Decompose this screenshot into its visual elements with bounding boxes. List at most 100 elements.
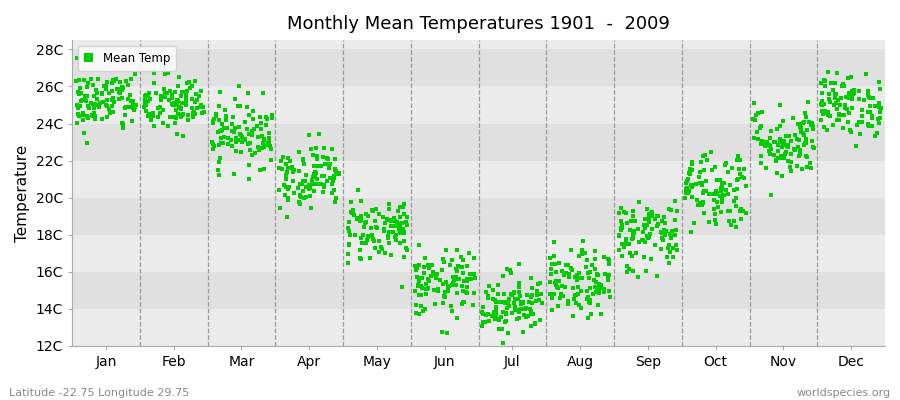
- Point: [341, 240, 356, 247]
- Point: [590, 286, 604, 292]
- Point: [526, 310, 540, 317]
- Point: [320, 161, 335, 168]
- Point: [100, 79, 114, 86]
- Point: [555, 283, 570, 289]
- Point: [358, 240, 373, 246]
- Point: [341, 251, 356, 257]
- Point: [665, 254, 680, 260]
- Point: [662, 242, 676, 248]
- Point: [353, 246, 367, 253]
- Point: [558, 262, 572, 268]
- Point: [126, 105, 140, 111]
- Point: [72, 90, 86, 97]
- Point: [283, 158, 297, 164]
- Point: [490, 299, 504, 306]
- Point: [781, 157, 796, 164]
- Point: [626, 208, 640, 215]
- Point: [753, 123, 768, 130]
- Point: [640, 206, 654, 212]
- Point: [770, 142, 785, 148]
- Point: [239, 126, 254, 132]
- Point: [855, 107, 869, 113]
- Point: [372, 238, 386, 244]
- Point: [590, 285, 604, 291]
- Point: [475, 322, 490, 329]
- Point: [122, 95, 136, 102]
- Point: [194, 102, 209, 108]
- Point: [709, 221, 724, 227]
- Point: [328, 169, 343, 175]
- Point: [85, 112, 99, 118]
- Point: [302, 192, 317, 199]
- Point: [310, 156, 324, 162]
- Point: [590, 271, 604, 278]
- Point: [798, 135, 813, 142]
- Point: [112, 88, 126, 95]
- Point: [489, 310, 503, 316]
- Point: [513, 306, 527, 312]
- Point: [823, 99, 837, 105]
- Point: [165, 100, 179, 107]
- Point: [454, 264, 468, 270]
- Point: [75, 97, 89, 103]
- Point: [225, 128, 239, 134]
- Point: [551, 285, 565, 292]
- Point: [656, 229, 670, 235]
- Point: [250, 144, 265, 150]
- Point: [105, 108, 120, 115]
- Point: [214, 128, 229, 134]
- Point: [281, 197, 295, 203]
- Point: [594, 281, 608, 288]
- Point: [631, 226, 645, 232]
- Point: [448, 266, 463, 272]
- Point: [518, 311, 532, 318]
- Point: [375, 246, 390, 252]
- Point: [547, 291, 562, 298]
- Point: [612, 232, 626, 238]
- Point: [151, 105, 166, 111]
- Point: [127, 107, 141, 114]
- Point: [784, 138, 798, 144]
- Point: [615, 241, 629, 248]
- Point: [374, 244, 388, 250]
- Point: [304, 205, 319, 211]
- Point: [303, 184, 318, 191]
- Point: [95, 116, 110, 123]
- Point: [626, 235, 641, 242]
- Point: [620, 241, 634, 247]
- Point: [368, 245, 382, 252]
- Point: [657, 213, 671, 220]
- Point: [777, 138, 791, 144]
- Point: [723, 218, 737, 224]
- Point: [228, 96, 242, 102]
- Point: [441, 283, 455, 289]
- Point: [514, 299, 528, 305]
- Point: [781, 144, 796, 150]
- Point: [682, 188, 697, 194]
- Point: [485, 313, 500, 319]
- Point: [575, 275, 590, 281]
- Point: [582, 300, 597, 307]
- Point: [88, 86, 103, 93]
- Point: [489, 304, 503, 310]
- Point: [561, 301, 575, 307]
- Point: [709, 198, 724, 205]
- Point: [79, 140, 94, 146]
- Point: [721, 208, 735, 214]
- Point: [486, 287, 500, 293]
- Point: [188, 98, 202, 105]
- Point: [146, 112, 160, 119]
- Point: [81, 103, 95, 109]
- Point: [264, 156, 278, 163]
- Point: [864, 123, 878, 130]
- Point: [411, 282, 426, 288]
- Point: [273, 205, 287, 212]
- Point: [650, 212, 664, 219]
- Point: [834, 112, 849, 118]
- Point: [602, 288, 616, 294]
- Point: [344, 199, 358, 205]
- Point: [320, 156, 335, 162]
- Point: [112, 90, 127, 96]
- Point: [323, 161, 338, 167]
- Point: [142, 113, 157, 120]
